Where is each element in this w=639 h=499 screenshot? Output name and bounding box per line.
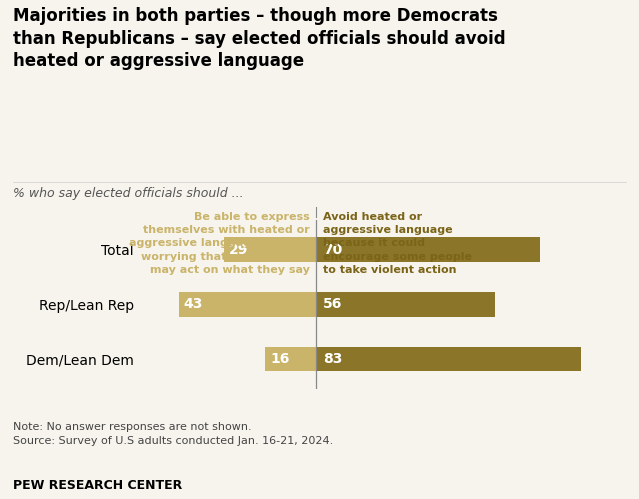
Text: PEW RESEARCH CENTER: PEW RESEARCH CENTER (13, 479, 182, 492)
Text: 16: 16 (270, 352, 289, 366)
Text: Majorities in both parties – though more Democrats
than Republicans – say electe: Majorities in both parties – though more… (13, 7, 505, 70)
Bar (179, 292, 316, 317)
Text: 43: 43 (184, 297, 203, 311)
Bar (316, 292, 495, 317)
Text: Avoid heated or
aggressive language
because it could
encourage some people
to ta: Avoid heated or aggressive language beca… (323, 212, 472, 275)
Bar (316, 238, 540, 262)
Text: 29: 29 (228, 243, 248, 256)
Bar (224, 238, 316, 262)
Text: 70: 70 (323, 243, 342, 256)
Text: % who say elected officials should ...: % who say elected officials should ... (13, 187, 243, 200)
Text: 56: 56 (323, 297, 342, 311)
Text: 83: 83 (323, 352, 342, 366)
Text: Note: No answer responses are not shown.
Source: Survey of U.S adults conducted : Note: No answer responses are not shown.… (13, 422, 333, 446)
Bar (265, 347, 316, 371)
Text: Be able to express
themselves with heated or
aggressive language without
worryin: Be able to express themselves with heate… (128, 212, 310, 275)
Bar (316, 347, 581, 371)
